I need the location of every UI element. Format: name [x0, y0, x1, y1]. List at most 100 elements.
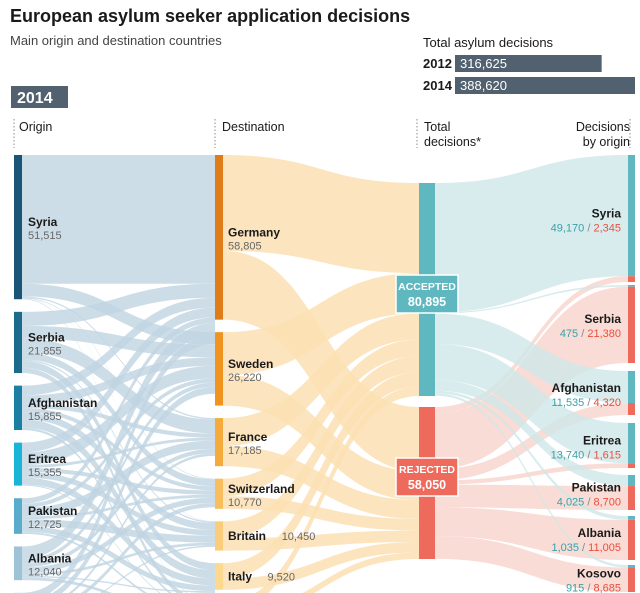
accepted-value: 80,895 — [408, 295, 446, 309]
flow-sweden-to-rejected — [223, 374, 419, 501]
destination-label-germany: Germany — [228, 225, 280, 239]
destination-value-switzerland: 10,770 — [228, 497, 262, 509]
rejected-label: REJECTED — [399, 464, 455, 476]
by-origin-rejected-bar-pakistan — [628, 486, 635, 510]
flow-germany-to-accepted — [223, 155, 419, 274]
by-origin-values-eritrea: 13,740 / 1,615 — [551, 450, 621, 462]
chart-title: European asylum seeker application decis… — [10, 6, 410, 26]
origin-bar-afghanistan — [14, 385, 22, 431]
destination-label-france: France — [228, 430, 268, 444]
flow-switzerland-to-accepted — [223, 339, 419, 497]
totals-value-2012: 316,625 — [460, 56, 507, 71]
flow-eritrea-to-france — [22, 437, 215, 468]
chart-subtitle: Main origin and destination countries — [10, 33, 222, 48]
flow-italy-to-accepted — [223, 372, 419, 579]
flow-rejected-to-kosovo — [435, 536, 628, 592]
flow-france-to-accepted — [223, 313, 419, 447]
accepted-label: ACCEPTED — [398, 281, 456, 293]
by-origin-values-syria: 49,170 / 2,345 — [551, 223, 621, 235]
flow-accepted-to-syria — [435, 155, 628, 313]
by-origin-values-pakistan: 4,025 / 8,700 — [557, 497, 621, 509]
by-origin-rejected-bar-kosovo — [628, 567, 635, 592]
destination-bar-britain — [215, 521, 223, 551]
by-origin-accepted-bar-serbia — [628, 285, 635, 287]
column-header-origin: Origin — [19, 120, 52, 134]
by-origin-label-pakistan: Pakistan — [572, 481, 621, 495]
origin-bar-serbia — [14, 311, 22, 374]
by-origin-label-albania: Albania — [578, 526, 622, 540]
flow-afghanistan-to-germany — [22, 297, 215, 396]
flow-kosovo-to-switzerland — [80, 503, 215, 593]
node-layer — [11, 55, 635, 593]
destination-value-germany: 58,805 — [228, 240, 262, 252]
origin-label-afghanistan: Afghanistan — [28, 396, 97, 410]
year-badge-label: 2014 — [17, 90, 53, 107]
by-origin-rejected-bar-albania — [628, 519, 635, 560]
by-origin-accepted-bar-eritrea — [628, 423, 635, 464]
by-origin-rejected-bar-afghanistan — [628, 403, 635, 415]
flow-serbia-to-germany — [22, 283, 215, 326]
origin-bar-pakistan — [14, 498, 22, 534]
destination-bar-italy — [215, 563, 223, 590]
flow-italy-to-rejected — [223, 542, 419, 590]
flow-albania-to-switzerland — [22, 497, 215, 574]
totals-title: Total asylum decisions — [423, 35, 554, 50]
by-origin-label-kosovo: Kosovo — [577, 567, 621, 581]
by-origin-rejected-bar-eritrea — [628, 463, 635, 468]
by-origin-values-afghanistan: 11,535 / 4,320 — [551, 397, 621, 409]
flow-rejected-to-serbia — [435, 286, 628, 470]
flow-serbia-to-france — [22, 338, 215, 434]
destination-value-italy: 9,520 — [268, 571, 296, 583]
flow-albania-to-germany — [22, 323, 215, 560]
by-origin-label-eritrea: Eritrea — [583, 434, 621, 448]
by-origin-label-afghanistan: Afghanistan — [552, 381, 621, 395]
by-origin-accepted-bar-albania — [628, 516, 635, 520]
flow-albania-to-sweden — [22, 382, 215, 564]
flow-albania-to-italy — [22, 575, 215, 593]
flow-eritrea-to-sweden — [22, 365, 215, 466]
destination-value-britain: 10,450 — [282, 531, 316, 543]
destination-bar-germany — [215, 155, 223, 320]
totals-bar-2012 — [455, 55, 602, 72]
by-origin-accepted-bar-pakistan — [628, 475, 635, 487]
by-origin-values-albania: 1,035 / 11,005 — [551, 542, 621, 554]
destination-label-britain: Britain — [228, 529, 266, 543]
label-layer: European asylum seeker application decis… — [10, 6, 630, 593]
flow-pakistan-to-france — [22, 440, 215, 517]
column-header-by-origin: Decisions by origin — [576, 120, 630, 149]
by-origin-label-serbia: Serbia — [584, 312, 621, 326]
destination-bar-switzerland — [215, 478, 223, 509]
flow-rejected-to-afghanistan — [435, 403, 628, 481]
flow-eritrea-to-belgium — [22, 484, 161, 593]
origin-bar-syria — [14, 155, 22, 300]
flow-accepted-to-serbia — [435, 285, 628, 314]
totals-bar-2014 — [455, 77, 635, 94]
by-origin-values-serbia: 475 / 21,380 — [560, 328, 621, 340]
destination-label-sweden: Sweden — [228, 357, 273, 371]
destination-label-italy: Italy — [228, 569, 252, 583]
flow-accepted-to-kosovo — [435, 393, 628, 568]
by-origin-accepted-bar-kosovo — [628, 565, 635, 568]
flow-pakistan-to-germany — [22, 317, 215, 504]
totals-value-2014: 388,620 — [460, 78, 507, 93]
by-origin-values-kosovo: 915 / 8,685 — [566, 583, 621, 593]
destination-label-switzerland: Switzerland — [228, 482, 295, 496]
origin-value-albania: 12,040 — [28, 566, 62, 578]
flow-accepted-to-pakistan — [435, 380, 628, 487]
origin-label-pakistan: Pakistan — [28, 504, 77, 518]
origin-value-afghanistan: 15,855 — [28, 411, 62, 423]
origin-value-eritrea: 15,355 — [28, 467, 62, 479]
flow-kosovo-to-germany — [22, 335, 215, 593]
origin-label-albania: Albania — [28, 551, 72, 565]
destination-value-sweden: 26,220 — [228, 372, 262, 384]
destination-value-france: 17,185 — [228, 445, 262, 457]
rejected-value: 58,050 — [408, 478, 446, 492]
flow-syria-to-france — [22, 296, 215, 420]
by-origin-rejected-bar-syria — [628, 276, 635, 282]
by-origin-rejected-bar-serbia — [628, 286, 635, 363]
origin-value-serbia: 21,855 — [28, 345, 62, 357]
totals-year-2014: 2014 — [423, 78, 453, 93]
flow-accepted-to-afghanistan — [435, 313, 628, 404]
flow-syria-to-germany — [22, 155, 215, 284]
